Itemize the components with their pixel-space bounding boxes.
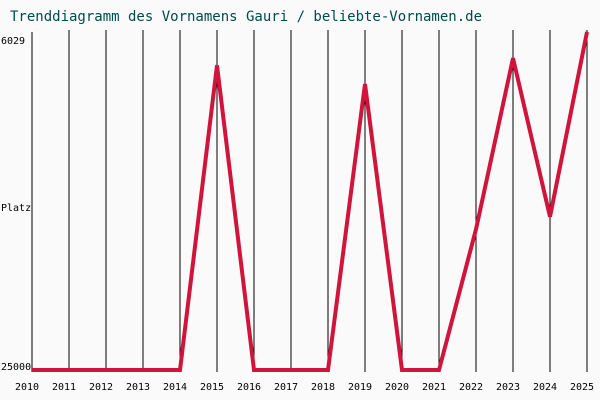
x-tick-label: 2018 bbox=[311, 382, 335, 393]
x-tick-label: 2019 bbox=[348, 382, 372, 393]
x-tick-label: 2025 bbox=[570, 382, 594, 393]
x-tick-label: 2010 bbox=[15, 382, 39, 393]
y-tick-label: 25000 bbox=[1, 362, 31, 373]
x-tick-label: 2022 bbox=[459, 382, 483, 393]
y-axis-label: Platz bbox=[1, 203, 31, 214]
y-tick-label: 6029 bbox=[1, 36, 25, 47]
x-tick-label: 2014 bbox=[163, 382, 187, 393]
x-tick-label: 2013 bbox=[126, 382, 150, 393]
chart-title: Trenddiagramm des Vornamens Gauri / beli… bbox=[10, 9, 482, 25]
trend-line bbox=[32, 31, 589, 372]
x-tick-label: 2015 bbox=[200, 382, 224, 393]
x-tick-label: 2021 bbox=[422, 382, 446, 393]
x-tick-label: 2024 bbox=[533, 382, 557, 393]
x-tick-label: 2017 bbox=[274, 382, 298, 393]
x-tick-label: 2023 bbox=[496, 382, 520, 393]
x-tick-label: 2016 bbox=[237, 382, 261, 393]
x-tick-label: 2020 bbox=[385, 382, 409, 393]
x-tick-label: 2011 bbox=[52, 382, 76, 393]
x-tick-label: 2012 bbox=[89, 382, 113, 393]
